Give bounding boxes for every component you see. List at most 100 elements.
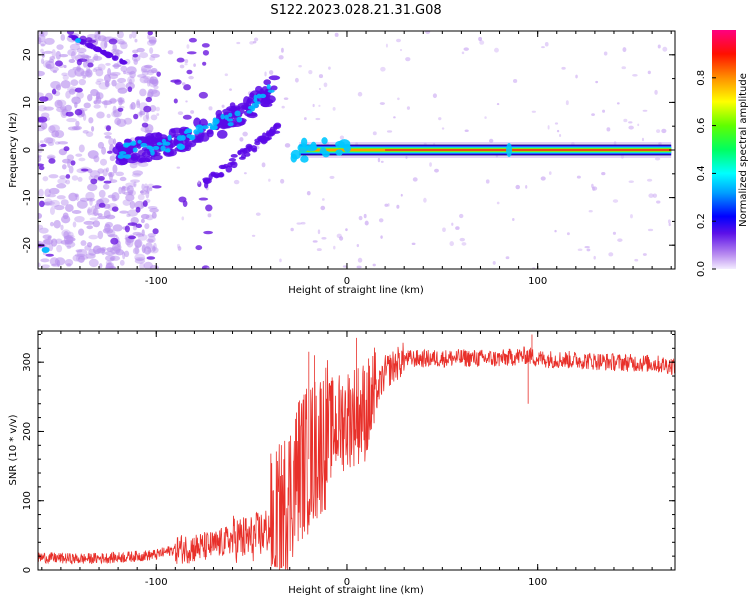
spectrogram-blob xyxy=(45,253,54,257)
spectrogram-blob xyxy=(77,176,83,182)
spectrogram-blob xyxy=(127,86,133,93)
spectrogram-blob xyxy=(621,66,627,70)
spectrogram-blob xyxy=(183,84,191,91)
spectrogram-blob xyxy=(189,134,196,141)
spectrogram-blob xyxy=(657,44,661,49)
spectrogram-blob xyxy=(229,161,236,166)
spectrogram-ytick-label-2: 0 xyxy=(22,147,33,153)
spectrogram-blob xyxy=(85,69,93,78)
spectrogram-blob xyxy=(87,168,93,174)
spectrogram-blob xyxy=(44,200,55,206)
spectrogram-blob xyxy=(130,217,139,224)
spectrogram-blob xyxy=(126,213,131,218)
spectrogram-blob xyxy=(78,157,86,162)
spectrogram-blob xyxy=(141,244,146,254)
spectrogram-blob xyxy=(130,179,140,183)
spectrogram-blob xyxy=(66,245,72,249)
spectrogram-blob xyxy=(290,227,294,232)
spectrogram-blob xyxy=(96,48,103,53)
spectrogram-blob xyxy=(177,246,182,251)
spectrogram-blob xyxy=(54,204,65,211)
spectrogram-blob xyxy=(75,120,80,127)
colorbar-tick-label-2: 0.4 xyxy=(696,165,707,181)
spectrogram-blob xyxy=(616,102,620,105)
spectrogram-blob xyxy=(384,203,389,207)
spectrogram-blob xyxy=(198,197,209,201)
spectrogram-blob xyxy=(105,81,111,87)
spectrogram-blob xyxy=(434,168,439,173)
spectrogram-blob xyxy=(38,142,41,148)
spectrogram-blob xyxy=(126,185,134,194)
spectrogram-blob xyxy=(71,210,82,214)
spectrogram-blob xyxy=(301,137,308,147)
spectrogram-blob xyxy=(97,141,105,149)
spectrogram-y-axis-label: Frequency (Hz) xyxy=(8,112,19,188)
spectrogram-blob xyxy=(146,256,156,260)
spectrogram-blob xyxy=(441,127,445,130)
spectrogram-blob xyxy=(400,193,403,197)
spectrogram-blob xyxy=(279,258,282,263)
spectrogram-blob xyxy=(148,39,157,43)
spectrogram-blob xyxy=(40,31,45,36)
spectrogram-blob xyxy=(250,105,256,112)
spectrogram-blob xyxy=(117,154,125,159)
spectrogram-blob xyxy=(255,85,263,94)
spectrogram-blob xyxy=(51,130,60,138)
spectrogram-blob xyxy=(98,82,110,90)
spectrogram-blob xyxy=(206,266,210,269)
spectrogram-blob xyxy=(38,155,42,163)
spectrogram-blob xyxy=(184,63,188,66)
spectrogram-blob xyxy=(396,204,400,209)
spectrogram-blob xyxy=(129,103,134,110)
spectrogram-blob xyxy=(143,185,149,192)
spectrogram-blob xyxy=(317,229,321,235)
spectrogram-blob xyxy=(612,231,617,235)
spectrogram-blob xyxy=(123,142,130,148)
spectrogram-blob xyxy=(290,153,298,163)
spectrogram-blob xyxy=(105,167,109,173)
spectrogram-blob xyxy=(318,87,321,91)
spectrogram-blob xyxy=(246,110,253,114)
spectrogram-blob xyxy=(41,264,50,269)
spectrogram-blob xyxy=(105,254,116,262)
spectrogram-blob xyxy=(177,144,186,150)
spectrogram-blob xyxy=(38,227,49,234)
spectrogram-blob xyxy=(372,263,376,267)
spectrogram-blob xyxy=(139,190,144,194)
spectrogram-blob xyxy=(78,78,87,86)
spectrogram-blob xyxy=(133,113,139,120)
spectrogram-blob xyxy=(40,258,50,263)
spectrogram-blob xyxy=(39,140,44,144)
spectrogram-blob xyxy=(115,158,128,166)
spectrogram-blob xyxy=(603,51,608,56)
spectrogram-blob xyxy=(575,74,578,79)
spectrogram-blob xyxy=(65,174,71,179)
spectrogram-blob xyxy=(593,255,596,260)
spectrogram-blob xyxy=(54,141,61,145)
spectrogram-blob xyxy=(358,215,363,221)
spectrogram-blob xyxy=(506,143,513,157)
colorbar-tick-label-1: 0.2 xyxy=(696,213,707,229)
spectrogram-blob xyxy=(315,117,321,121)
spectrogram-blob xyxy=(224,73,229,77)
spectrogram-blob xyxy=(588,209,593,213)
spectrogram-blob xyxy=(113,63,120,69)
spectrogram-blob xyxy=(259,138,264,143)
spectrogram-blob xyxy=(652,193,658,198)
spectrogram-blob xyxy=(68,165,74,174)
spectrogram-blob xyxy=(461,242,467,246)
spectrogram-blob xyxy=(75,38,82,44)
spectrogram-blob xyxy=(622,47,627,53)
spectrogram-blob xyxy=(131,173,142,178)
spectrogram-blob xyxy=(548,171,552,175)
spectrogram-blob xyxy=(263,79,271,86)
spectrogram-blob xyxy=(667,219,671,224)
spectrogram-blob xyxy=(87,183,98,192)
spectrogram-xtick-label-0: -100 xyxy=(145,276,168,287)
spectrogram-blob xyxy=(156,113,160,116)
spectrogram-blob xyxy=(117,77,127,84)
snr-series-line xyxy=(38,334,675,570)
spectrogram-blob xyxy=(65,179,71,185)
spectrogram-blob xyxy=(176,57,185,63)
